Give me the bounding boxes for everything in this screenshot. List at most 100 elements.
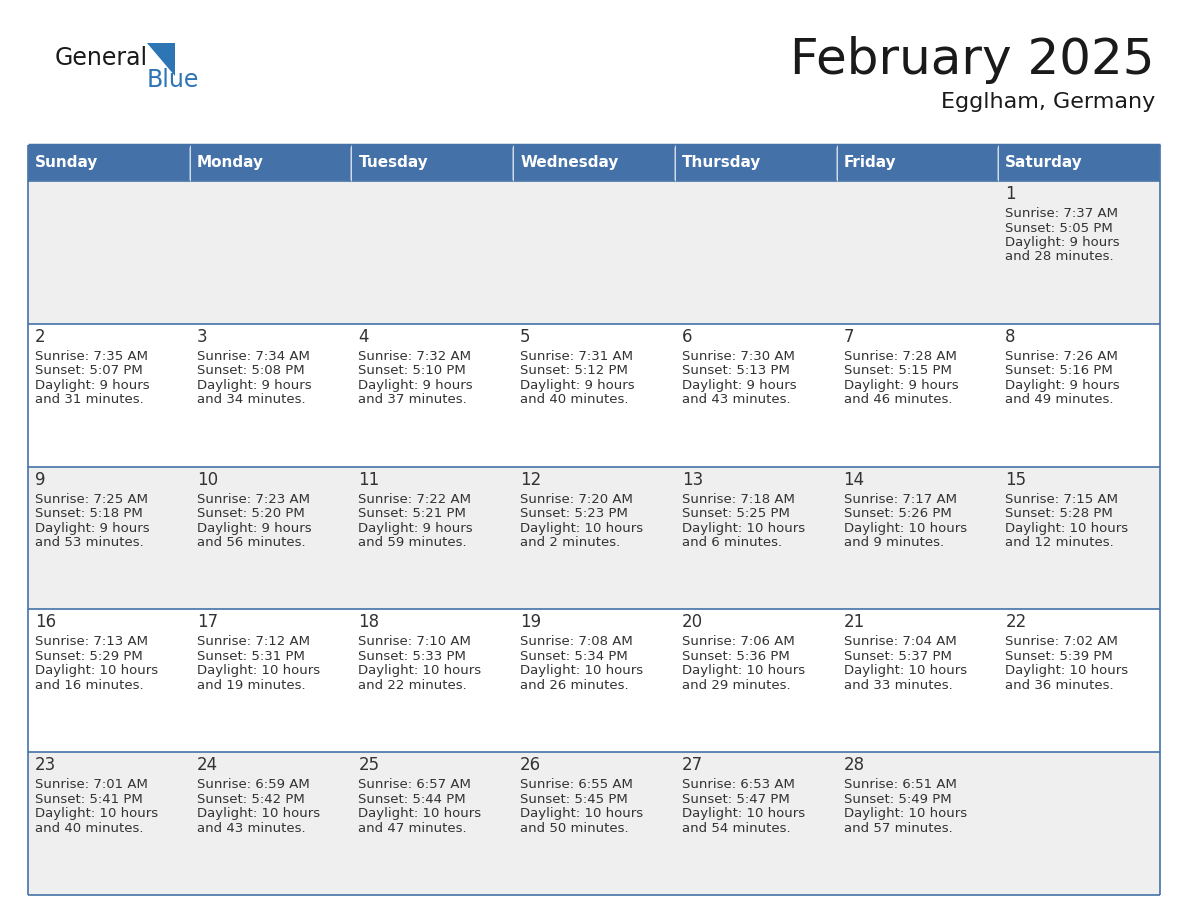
Bar — [836, 324, 998, 466]
Bar — [675, 752, 836, 895]
Text: 12: 12 — [520, 471, 542, 488]
Text: Daylight: 9 hours: Daylight: 9 hours — [682, 379, 796, 392]
Text: Sunset: 5:07 PM: Sunset: 5:07 PM — [34, 364, 143, 377]
Text: Sunset: 5:15 PM: Sunset: 5:15 PM — [843, 364, 952, 377]
Text: Sunrise: 7:06 AM: Sunrise: 7:06 AM — [682, 635, 795, 648]
Text: Sunrise: 7:01 AM: Sunrise: 7:01 AM — [34, 778, 147, 791]
Text: 27: 27 — [682, 756, 703, 774]
Bar — [190, 181, 352, 324]
Bar — [352, 752, 513, 895]
Text: Sunrise: 7:35 AM: Sunrise: 7:35 AM — [34, 350, 148, 363]
Text: 28: 28 — [843, 756, 865, 774]
Text: and 28 minutes.: and 28 minutes. — [1005, 251, 1114, 263]
Bar — [675, 145, 836, 181]
Text: and 49 minutes.: and 49 minutes. — [1005, 393, 1114, 407]
Text: Sunrise: 7:13 AM: Sunrise: 7:13 AM — [34, 635, 148, 648]
Bar — [29, 610, 190, 752]
Text: Daylight: 10 hours: Daylight: 10 hours — [520, 521, 643, 534]
Text: Daylight: 9 hours: Daylight: 9 hours — [197, 379, 311, 392]
Text: Sunset: 5:16 PM: Sunset: 5:16 PM — [1005, 364, 1113, 377]
Text: and 47 minutes.: and 47 minutes. — [359, 822, 467, 834]
Text: 14: 14 — [843, 471, 865, 488]
Bar — [836, 752, 998, 895]
Text: 23: 23 — [34, 756, 56, 774]
Text: Sunset: 5:20 PM: Sunset: 5:20 PM — [197, 507, 304, 521]
Text: and 53 minutes.: and 53 minutes. — [34, 536, 144, 549]
Text: Sunset: 5:21 PM: Sunset: 5:21 PM — [359, 507, 467, 521]
Text: 3: 3 — [197, 328, 208, 346]
Text: Daylight: 9 hours: Daylight: 9 hours — [843, 379, 959, 392]
Text: Sunset: 5:13 PM: Sunset: 5:13 PM — [682, 364, 790, 377]
Text: 16: 16 — [34, 613, 56, 632]
Text: Sunset: 5:36 PM: Sunset: 5:36 PM — [682, 650, 790, 663]
Text: Sunrise: 7:22 AM: Sunrise: 7:22 AM — [359, 493, 472, 506]
Text: Daylight: 9 hours: Daylight: 9 hours — [197, 521, 311, 534]
Text: Daylight: 9 hours: Daylight: 9 hours — [520, 379, 634, 392]
Bar — [190, 466, 352, 610]
Bar — [675, 181, 836, 324]
Text: General: General — [55, 46, 148, 70]
Text: and 12 minutes.: and 12 minutes. — [1005, 536, 1114, 549]
Text: and 59 minutes.: and 59 minutes. — [359, 536, 467, 549]
Text: and 33 minutes.: and 33 minutes. — [843, 679, 953, 692]
Text: and 29 minutes.: and 29 minutes. — [682, 679, 790, 692]
Text: Daylight: 9 hours: Daylight: 9 hours — [359, 521, 473, 534]
Bar — [513, 324, 675, 466]
Bar — [998, 324, 1159, 466]
Text: Blue: Blue — [147, 68, 200, 92]
Text: February 2025: February 2025 — [790, 36, 1155, 84]
Text: and 26 minutes.: and 26 minutes. — [520, 679, 628, 692]
Text: Sunday: Sunday — [34, 155, 99, 171]
Bar — [352, 324, 513, 466]
Text: Sunrise: 6:51 AM: Sunrise: 6:51 AM — [843, 778, 956, 791]
Text: and 2 minutes.: and 2 minutes. — [520, 536, 620, 549]
Bar — [998, 610, 1159, 752]
Text: and 34 minutes.: and 34 minutes. — [197, 393, 305, 407]
Text: 5: 5 — [520, 328, 531, 346]
Text: Sunset: 5:37 PM: Sunset: 5:37 PM — [843, 650, 952, 663]
Text: Sunset: 5:42 PM: Sunset: 5:42 PM — [197, 793, 304, 806]
Text: Sunset: 5:26 PM: Sunset: 5:26 PM — [843, 507, 952, 521]
Text: Sunset: 5:25 PM: Sunset: 5:25 PM — [682, 507, 790, 521]
Text: Sunrise: 7:10 AM: Sunrise: 7:10 AM — [359, 635, 472, 648]
Text: Sunset: 5:31 PM: Sunset: 5:31 PM — [197, 650, 304, 663]
Text: Daylight: 10 hours: Daylight: 10 hours — [359, 665, 481, 677]
Text: and 43 minutes.: and 43 minutes. — [682, 393, 790, 407]
Text: Thursday: Thursday — [682, 155, 762, 171]
Text: and 56 minutes.: and 56 minutes. — [197, 536, 305, 549]
Bar — [352, 466, 513, 610]
Text: 9: 9 — [34, 471, 45, 488]
Text: Sunrise: 7:31 AM: Sunrise: 7:31 AM — [520, 350, 633, 363]
Bar — [675, 466, 836, 610]
Bar — [190, 324, 352, 466]
Text: 19: 19 — [520, 613, 542, 632]
Text: Sunset: 5:47 PM: Sunset: 5:47 PM — [682, 793, 790, 806]
Text: Wednesday: Wednesday — [520, 155, 619, 171]
Text: Sunrise: 7:32 AM: Sunrise: 7:32 AM — [359, 350, 472, 363]
Bar — [998, 181, 1159, 324]
Text: Sunrise: 7:30 AM: Sunrise: 7:30 AM — [682, 350, 795, 363]
Text: 11: 11 — [359, 471, 380, 488]
Text: 6: 6 — [682, 328, 693, 346]
Text: 17: 17 — [197, 613, 217, 632]
Bar — [998, 752, 1159, 895]
Text: 13: 13 — [682, 471, 703, 488]
Text: Daylight: 10 hours: Daylight: 10 hours — [1005, 521, 1129, 534]
Bar — [29, 466, 190, 610]
Text: Daylight: 10 hours: Daylight: 10 hours — [1005, 665, 1129, 677]
Text: 8: 8 — [1005, 328, 1016, 346]
Text: Daylight: 10 hours: Daylight: 10 hours — [197, 807, 320, 820]
Text: Sunset: 5:18 PM: Sunset: 5:18 PM — [34, 507, 143, 521]
Text: and 16 minutes.: and 16 minutes. — [34, 679, 144, 692]
Text: Daylight: 9 hours: Daylight: 9 hours — [1005, 379, 1120, 392]
Text: Daylight: 10 hours: Daylight: 10 hours — [34, 665, 158, 677]
Bar — [998, 145, 1159, 181]
Text: and 19 minutes.: and 19 minutes. — [197, 679, 305, 692]
Text: Sunrise: 7:17 AM: Sunrise: 7:17 AM — [843, 493, 956, 506]
Bar — [513, 466, 675, 610]
Text: Sunrise: 7:28 AM: Sunrise: 7:28 AM — [843, 350, 956, 363]
Text: Saturday: Saturday — [1005, 155, 1083, 171]
Text: and 22 minutes.: and 22 minutes. — [359, 679, 467, 692]
Bar — [29, 145, 190, 181]
Text: Sunset: 5:10 PM: Sunset: 5:10 PM — [359, 364, 466, 377]
